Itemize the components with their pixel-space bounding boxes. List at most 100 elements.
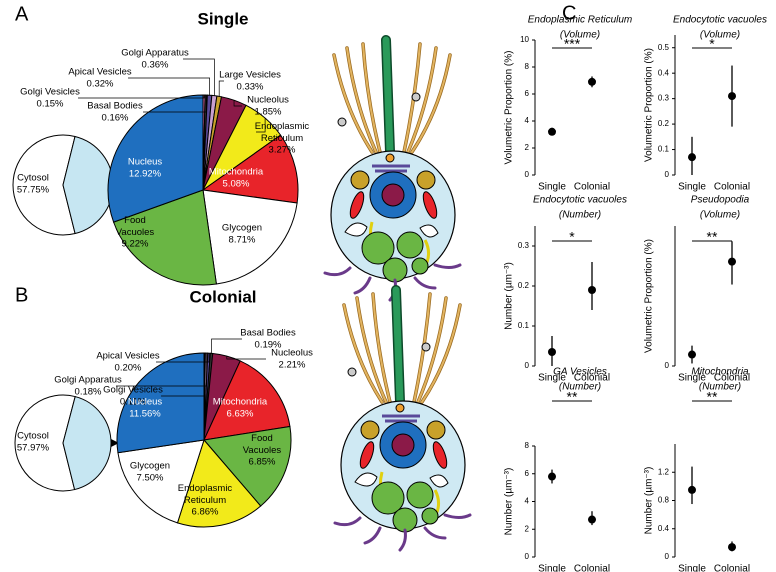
chart-title: Endocytotic vacuoles: [533, 195, 627, 206]
chart-subtitle: (Number): [559, 382, 601, 393]
cell-diagram: [323, 35, 462, 302]
y-axis-label: Number (µm⁻³): [644, 467, 655, 535]
y-axis-label: Number (µm⁻³): [504, 468, 515, 536]
slice-label: Basal Bodies: [87, 101, 143, 112]
slice-value-label: 8.71%: [229, 235, 256, 246]
significance-label: **: [707, 389, 718, 405]
slice-label: Golgi Apparatus: [54, 375, 122, 386]
pie-slice: [202, 189, 298, 285]
slice-label: Golgi Vesicles: [20, 87, 80, 98]
x-tick-label: Colonial: [574, 564, 610, 572]
slice-value-label: 11.56%: [129, 409, 161, 420]
data-point: [688, 350, 696, 359]
y-tick-label: 0.3: [518, 241, 530, 250]
slice-value-label: 0.36%: [142, 60, 169, 71]
y-tick-label: 0.3: [658, 94, 670, 103]
pie-slice: [12, 134, 76, 236]
pie-slice: [203, 425, 292, 507]
slice-value-label: 6.85%: [249, 457, 276, 468]
panel-label: A: [15, 3, 29, 25]
y-tick-label: 8: [525, 441, 530, 450]
chart-title: Endoplasmic Reticulum: [528, 15, 633, 26]
slice-label: Glycogen: [130, 461, 170, 472]
slice-value-label: 9.22%: [122, 239, 149, 250]
chart-subtitle: (Number): [559, 210, 601, 221]
slice-label: Food Vacuoles: [243, 433, 282, 456]
slice-label: Large Vesicles: [219, 70, 281, 81]
chart-subtitle: (Volume): [700, 210, 740, 221]
leader-line: [218, 80, 224, 97]
significance-label: *: [569, 229, 575, 245]
data-point: [728, 257, 736, 266]
y-tick-label: 4: [525, 116, 530, 125]
panel-label: C: [562, 2, 576, 24]
pie-slice: [116, 352, 205, 454]
chart-title: Endocytotic vacuoles: [673, 15, 767, 26]
slice-label: Endoplasmic Reticulum: [178, 483, 233, 506]
x-tick-label: Colonial: [714, 373, 750, 384]
leader-line: [183, 58, 215, 96]
slice-value-label: 0.16%: [102, 113, 129, 124]
leader-line: [211, 338, 242, 354]
slice-label: Golgi Apparatus: [121, 48, 189, 59]
significance-label: **: [567, 389, 578, 405]
data-point: [728, 543, 736, 552]
data-point: [588, 515, 596, 524]
y-tick-label: 0.1: [518, 321, 530, 330]
slice-value-label: 0.19%: [255, 340, 282, 351]
leader-line: [226, 356, 266, 360]
data-point: [588, 77, 596, 86]
x-tick-label: Single: [538, 373, 566, 384]
slice-label: Basal Bodies: [240, 328, 296, 339]
slice-label: Mitochondria: [209, 167, 264, 178]
y-tick-label: 0.1: [658, 145, 670, 154]
y-axis-label: Volumetric Proportion (%): [504, 51, 515, 165]
leader-line: [161, 353, 206, 397]
slice-value-label: 57.97%: [17, 443, 50, 454]
x-tick-label: Colonial: [714, 182, 750, 193]
y-tick-label: 1.2: [658, 467, 670, 476]
chart-title: Mitochondria: [691, 367, 749, 378]
y-tick-label: 2: [525, 143, 530, 152]
chart-title: GA Vesicles: [553, 367, 607, 378]
slice-label: Food Vacuoles: [116, 215, 155, 238]
y-tick-label: 2: [525, 524, 530, 533]
slice-value-label: 0.18%: [75, 387, 102, 398]
y-tick-label: 4: [525, 497, 530, 506]
pie-slice: [112, 189, 217, 286]
y-tick-label: 0.4: [658, 524, 670, 533]
pie-slice: [117, 439, 205, 524]
leader-line: [256, 118, 266, 133]
panel-label: B: [15, 284, 28, 306]
slice-label: Nucleus: [128, 397, 163, 408]
y-tick-label: 0: [525, 552, 530, 561]
slice-label: Mitochondria: [213, 397, 268, 408]
leader-line: [143, 95, 207, 113]
slice-value-label: 0.15%: [37, 99, 64, 110]
slice-label: Apical Vesicles: [96, 351, 160, 362]
pie-slice: [203, 360, 291, 441]
slice-value-label: 0.32%: [87, 79, 114, 90]
x-tick-label: Colonial: [714, 564, 750, 572]
y-tick-label: 0.4: [658, 68, 670, 77]
y-tick-label: 10: [520, 35, 529, 44]
pie-slice: [176, 438, 262, 528]
leader-line: [128, 77, 210, 96]
leader-line: [78, 95, 205, 99]
slice-label: Nucleolus: [247, 95, 289, 106]
cell-diagram: [333, 285, 472, 552]
slice-label: Nucleolus: [271, 348, 313, 359]
y-tick-label: 6: [525, 469, 530, 478]
slice-value-label: 0.20%: [115, 363, 142, 374]
y-tick-label: 0: [525, 361, 530, 370]
data-point: [588, 286, 596, 294]
y-tick-label: 0: [665, 170, 670, 179]
x-tick-label: Single: [678, 564, 706, 572]
x-tick-label: Single: [678, 182, 706, 193]
leader-line: [116, 353, 207, 387]
pie-slice: [201, 134, 299, 204]
data-point: [728, 92, 736, 101]
slice-value-label: 7.50%: [137, 473, 164, 484]
data-point: [548, 348, 556, 356]
chart-subtitle: (Volume): [700, 30, 740, 41]
